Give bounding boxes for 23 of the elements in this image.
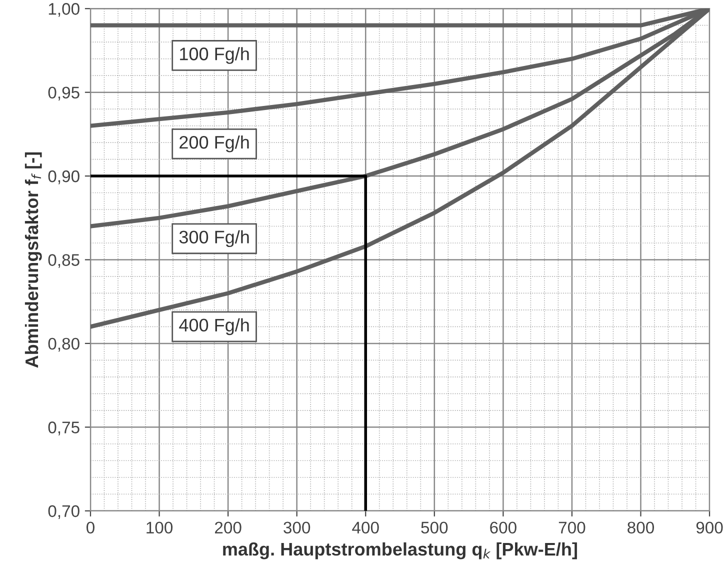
x-tick-label: 300 (284, 522, 310, 534)
y-tick-label: 0,90 (48, 170, 80, 184)
y-tick-label: 0,80 (48, 338, 80, 352)
x-tick-label: 400 (352, 522, 379, 534)
x-tick-label: 0 (86, 522, 94, 534)
y-tick-label: 0,85 (48, 254, 80, 268)
y-tick-label: 0,75 (48, 422, 80, 436)
x-axis-title: maßg. Hauptstrombelastung q$_{k}$ [Pkw-E/h] (223, 542, 577, 560)
y-tick-label: 0,70 (48, 505, 80, 520)
y-tick-label: 1,00 (48, 3, 80, 17)
x-tick-label: 500 (421, 522, 448, 534)
y-axis-title: Abminderungsfaktor f$_{f}$ [-] (24, 152, 42, 368)
series-label: 200 Fg/h (180, 135, 249, 152)
series-label: 300 Fg/h (179, 230, 249, 248)
x-tick-label: 100 (146, 522, 173, 534)
x-tick-label: 200 (214, 522, 242, 534)
series-label: 400 Fg/h (179, 318, 249, 336)
x-tick-label: 700 (558, 522, 586, 534)
x-tick-label: 900 (696, 522, 723, 534)
x-tick-label: 600 (490, 522, 516, 534)
x-tick-label: 800 (628, 522, 654, 534)
series-label: 100 Fg/h (180, 47, 249, 64)
y-tick-label: 0,95 (48, 86, 80, 100)
